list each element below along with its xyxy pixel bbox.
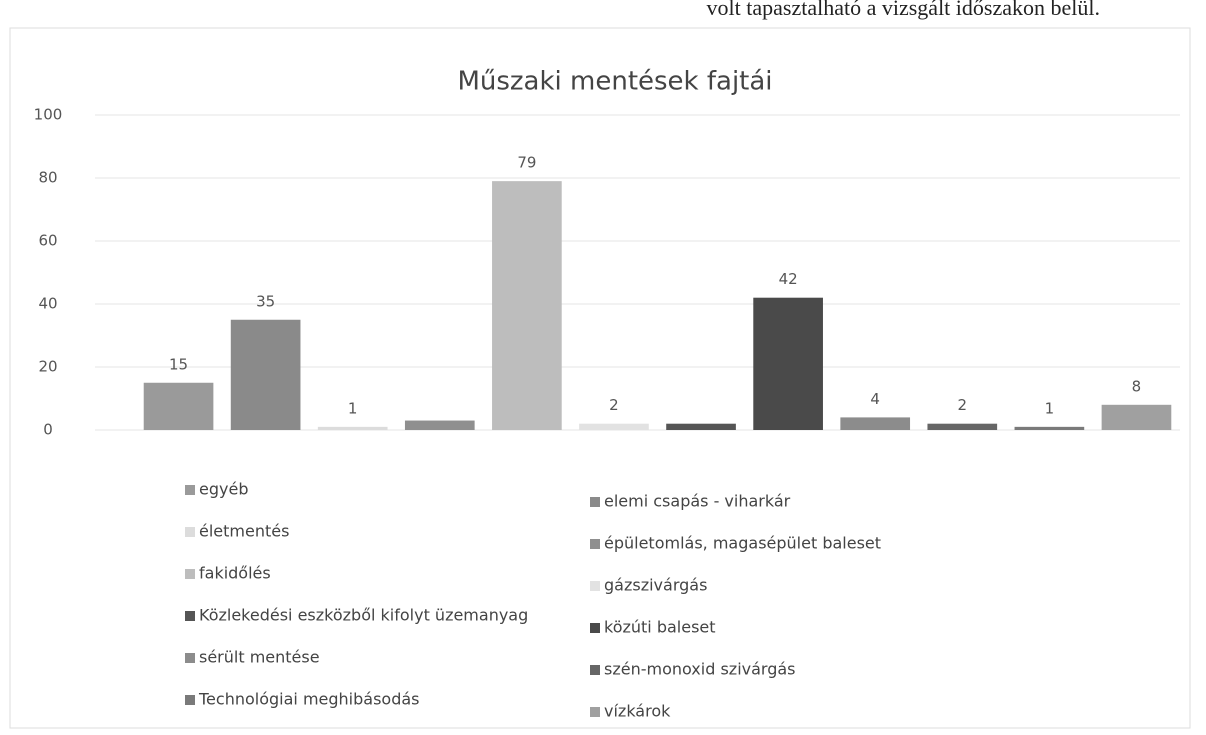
data-label: 35 — [256, 292, 275, 310]
legend-swatch — [590, 497, 600, 507]
legend-label: vízkárok — [604, 702, 671, 721]
data-label: 42 — [779, 270, 798, 288]
bar — [753, 297, 823, 430]
legend-label: épületomlás, magasépület baleset — [604, 534, 881, 553]
legend-swatch — [185, 527, 195, 537]
legend-swatch — [185, 611, 195, 621]
legend-swatch — [590, 581, 600, 591]
bar — [230, 319, 301, 430]
bar — [317, 426, 388, 430]
data-label: 1 — [1045, 399, 1055, 417]
data-label: 2 — [609, 396, 619, 414]
bar — [404, 420, 475, 430]
legend-swatch — [590, 539, 600, 549]
legend-swatch — [590, 707, 600, 717]
bar — [579, 423, 649, 430]
legend-swatch — [590, 623, 600, 633]
data-label: 2 — [958, 396, 968, 414]
bar — [1014, 426, 1085, 430]
chart-title: Műszaki mentések fajtái — [457, 67, 772, 97]
data-label: 8 — [1132, 377, 1142, 395]
bar — [666, 423, 736, 430]
legend-label: fakidőlés — [199, 564, 271, 583]
y-tick-label: 80 — [38, 169, 57, 187]
legend-label: Technológiai meghibásodás — [198, 690, 420, 709]
y-tick-label: 40 — [38, 295, 57, 313]
y-tick-label: 20 — [38, 358, 57, 376]
data-label: 1 — [348, 399, 358, 417]
y-tick-label: 100 — [34, 106, 63, 124]
bar — [143, 382, 214, 430]
legend-swatch — [590, 665, 600, 675]
legend-swatch — [185, 485, 195, 495]
data-label: 79 — [517, 154, 536, 172]
legend-swatch — [185, 569, 195, 579]
legend-label: gázszivárgás — [604, 576, 707, 595]
legend-swatch — [185, 695, 195, 705]
bar — [840, 417, 911, 430]
bar — [492, 181, 562, 430]
legend-label: közúti baleset — [604, 618, 716, 637]
bar — [927, 423, 998, 430]
legend-label: Közlekedési eszközből kifolyt üzemanyag — [199, 606, 528, 625]
top-text: volt tapasztalható a vizsgált időszakon … — [707, 0, 1100, 20]
y-tick-label: 60 — [38, 232, 57, 250]
data-label: 15 — [169, 355, 188, 373]
y-tick-label: 0 — [43, 421, 53, 439]
legend-label: elemi csapás - viharkár — [604, 492, 791, 511]
legend-label: egyéb — [199, 480, 248, 499]
bar — [1101, 404, 1172, 430]
chart-frame — [9, 27, 1191, 729]
legend-label: szén-monoxid szivárgás — [604, 660, 796, 679]
legend-swatch — [185, 653, 195, 663]
data-label: 4 — [870, 390, 880, 408]
legend-label: sérült mentése — [199, 648, 320, 667]
legend-label: életmentés — [199, 522, 289, 541]
